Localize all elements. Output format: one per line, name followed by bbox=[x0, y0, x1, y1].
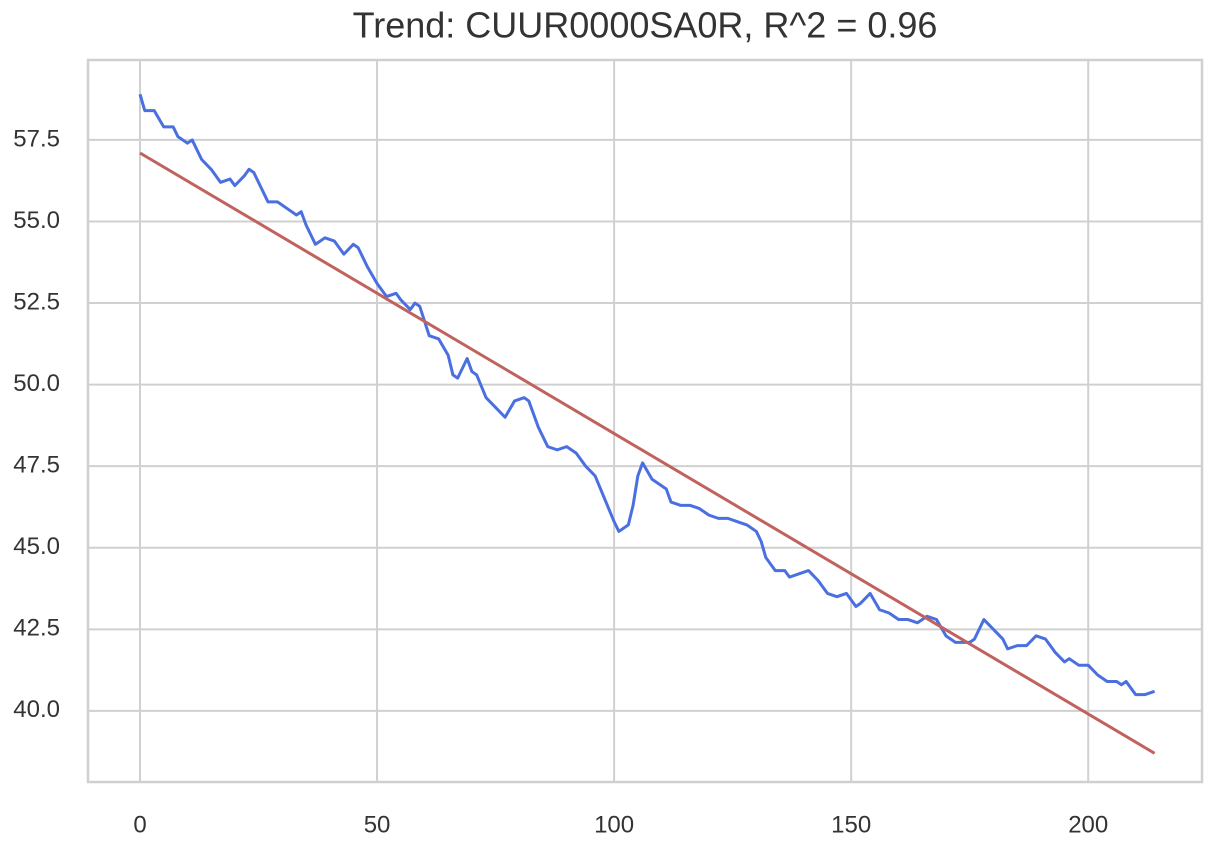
series-line bbox=[139, 151, 1156, 755]
y-tick-label: 57.5 bbox=[13, 125, 60, 152]
x-tick-label: 0 bbox=[133, 811, 146, 838]
x-tick-label: 50 bbox=[364, 811, 391, 838]
y-tick-label: 47.5 bbox=[13, 452, 60, 479]
plot-frame bbox=[86, 58, 1204, 784]
chart-title: Trend: CUUR0000SA0R, R^2 = 0.96 bbox=[353, 5, 938, 46]
x-tick-label: 150 bbox=[831, 811, 871, 838]
y-tick-label: 52.5 bbox=[13, 288, 60, 315]
y-tick-label: 50.0 bbox=[13, 370, 60, 397]
y-tick-label: 55.0 bbox=[13, 207, 60, 234]
y-tick-label: 42.5 bbox=[13, 615, 60, 642]
series-line bbox=[138, 93, 1156, 697]
y-tick-label: 45.0 bbox=[13, 533, 60, 560]
x-tick-label: 200 bbox=[1068, 811, 1108, 838]
x-tick-label: 100 bbox=[594, 811, 634, 838]
y-tick-label: 40.0 bbox=[13, 696, 60, 723]
